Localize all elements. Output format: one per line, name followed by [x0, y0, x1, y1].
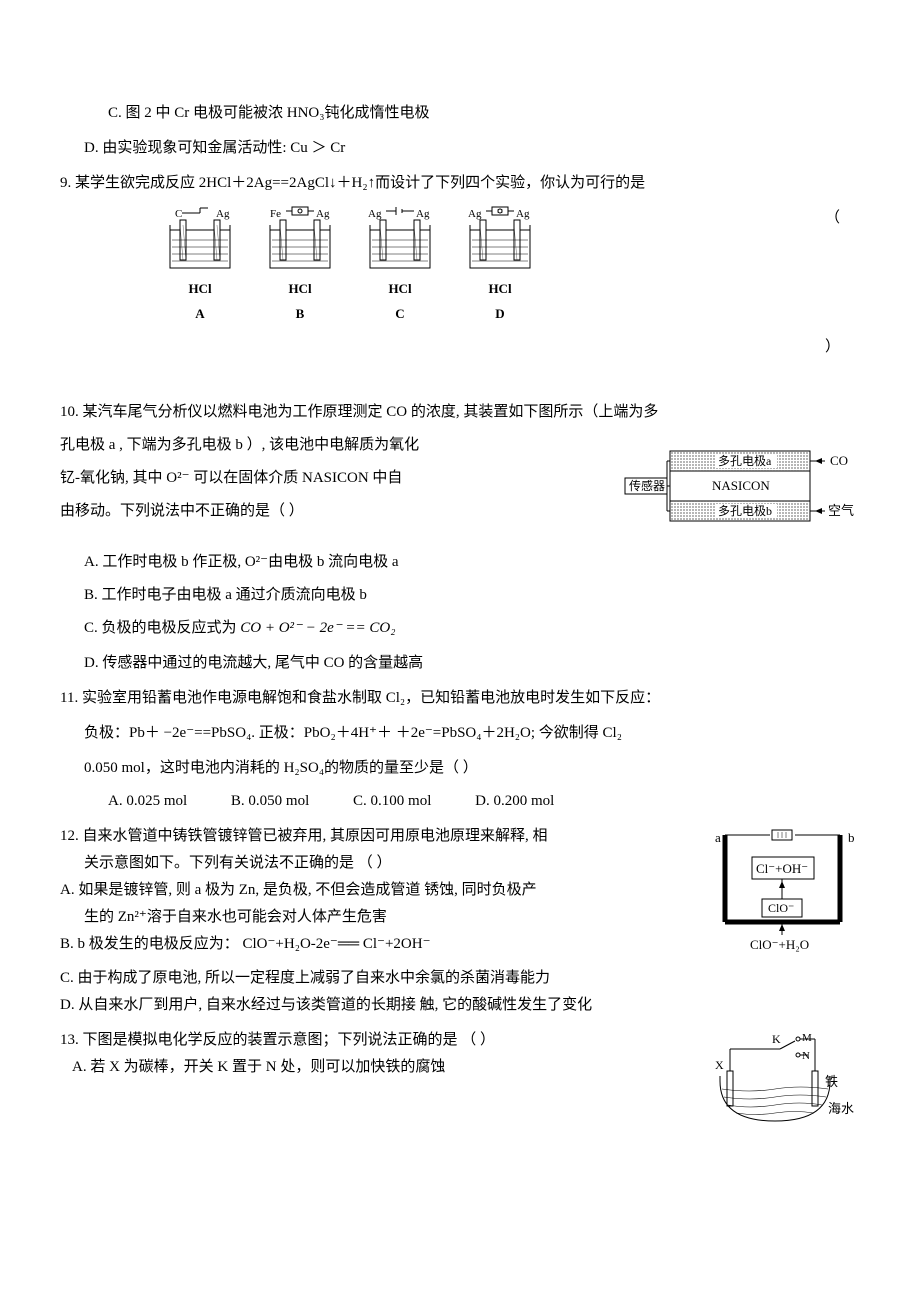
q12-diagram: a b Cl⁻+OH⁻ ClO⁻ ClO⁻+H₂O: [710, 827, 860, 957]
q11-stem3: 0.050 mol，这时电池内消耗的 H₂SO₄的物质的量至少是（ ）: [84, 755, 860, 782]
label-b: b: [848, 830, 855, 845]
option-text: C. 图 2 中 Cr 电极可能被浓 HNO₃钝化成惰性电极: [108, 105, 429, 121]
q11-opt-a: A. 0.025 mol: [108, 788, 187, 815]
label-x: X: [715, 1058, 724, 1072]
label-seawater: 海水: [828, 1101, 854, 1116]
q10-opt-c-pre: C. 负极的电极反应式为: [84, 620, 240, 636]
q9-stem: 9. 某学生欲完成反应 2HCl＋2Ag==2AgCl↓＋H₂↑而设计了下列四个…: [60, 170, 860, 197]
electrode-right-label: Ag: [516, 208, 530, 220]
electrode-right-label: Ag: [216, 208, 230, 220]
q10-opt-d: D. 传感器中通过的电流越大, 尾气中 CO 的含量越高: [84, 650, 860, 677]
q11-opt-d: D. 0.200 mol: [475, 788, 554, 815]
q10-opt-b: B. 工作时电子由电极 a 通过介质流向电极 b: [84, 582, 860, 609]
label-co: CO: [830, 453, 848, 468]
q9-paren-open: （: [825, 205, 840, 232]
q11-stem2: 负极：Pb＋ −2e⁻==PbSO₄. 正极：PbO₂＋4H⁺＋ ＋2e⁻=Pb…: [84, 720, 860, 747]
label-sensor: 传感器: [629, 478, 665, 493]
label-m: M: [802, 1032, 812, 1044]
q8-option-c: C. 图 2 中 Cr 电极可能被浓 HNO₃钝化成惰性电极: [60, 100, 860, 127]
q13-svg: K M N X 铁 海水: [710, 1031, 860, 1141]
q12-svg: a b Cl⁻+OH⁻ ClO⁻ ClO⁻+H₂O: [710, 827, 860, 957]
option-text: D. 由实验现象可知金属活动性: Cu ＞ Cr: [84, 140, 345, 156]
electrode-left-label: Ag: [468, 208, 482, 220]
label-mid: NASICON: [712, 478, 770, 493]
liquid-label: HCl: [488, 277, 511, 300]
beaker-a-svg: C Ag: [160, 205, 240, 275]
q9: 9. 某学生欲完成反应 2HCl＋2Ag==2AgCl↓＋H₂↑而设计了下列四个…: [60, 170, 860, 361]
q12-opt-c: C. 由于构成了原电池, 所以一定程度上减弱了自来水中余氯的杀菌消毒能力: [60, 965, 860, 992]
q11-options: A. 0.025 mol B. 0.050 mol C. 0.100 mol D…: [108, 788, 860, 815]
q13: K M N X 铁 海水 13. 下图是模拟电化学反应的装置示意图；下列说法正确…: [60, 1027, 860, 1149]
beaker-c-svg: Ag Ag: [360, 205, 440, 275]
q9-paren-close: ）: [825, 334, 840, 361]
q10-opt-a: A. 工作时电极 b 作正极, O²⁻由电极 b 流向电极 a: [84, 549, 860, 576]
q11-opt-b: B. 0.050 mol: [231, 788, 309, 815]
q13-diagram: K M N X 铁 海水: [710, 1031, 860, 1141]
liquid-label: HCl: [388, 277, 411, 300]
electrode-right-label: Ag: [416, 208, 430, 220]
beaker-id: A: [195, 302, 204, 325]
q11-stem1: 11. 实验室用铅蓄电池作电源电解饱和食盐水制取 Cl₂，已知铅蓄电池放电时发生…: [60, 685, 860, 712]
label-k: K: [772, 1032, 781, 1046]
liquid-label: HCl: [288, 277, 311, 300]
q9-beakers: C Ag: [160, 205, 825, 326]
beaker-d: Ag Ag: [460, 205, 540, 326]
q12-opt-d: D. 从自来水厂到用户, 自来水经过与该类管道的长期接 触, 它的酸碱性发生了变…: [60, 992, 860, 1019]
q12: a b Cl⁻+OH⁻ ClO⁻ ClO⁻+H₂O 12. 自来水管道中铸铁管镀…: [60, 823, 860, 1019]
label-top: 多孔电极a: [718, 454, 772, 468]
beaker-id: C: [395, 302, 404, 325]
beaker-b-svg: Fe Ag: [260, 205, 340, 275]
beaker-id: D: [495, 302, 504, 325]
electrode-right-label: Ag: [316, 208, 330, 220]
beaker-d-svg: Ag Ag: [460, 205, 540, 275]
q10-diagram: 多孔电极a NASICON 多孔电极b 传感器 CO 空气: [620, 446, 860, 541]
label-ions-top: Cl⁻+OH⁻: [756, 861, 808, 876]
label-fe: 铁: [825, 1074, 838, 1089]
electrode-left-label: Ag: [368, 208, 382, 220]
q10-opt-c-eq: CO + O²⁻ − 2e⁻ == CO₂: [240, 620, 395, 636]
label-ions-mid: ClO⁻: [768, 901, 794, 915]
q11-opt-c: C. 0.100 mol: [353, 788, 431, 815]
beaker-id: B: [296, 302, 305, 325]
q10-opt-c: C. 负极的电极反应式为 CO + O²⁻ − 2e⁻ == CO₂: [84, 615, 860, 642]
beaker-c: Ag Ag HC: [360, 205, 440, 326]
q10: 10. 某汽车尾气分析仪以燃料电池为工作原理测定 CO 的浓度, 其装置如下图所…: [60, 399, 860, 677]
label-a: a: [715, 830, 721, 845]
q8-option-d: D. 由实验现象可知金属活动性: Cu ＞ Cr: [60, 135, 860, 162]
label-air: 空气: [828, 503, 854, 518]
electrode-left-label: Fe: [270, 208, 281, 220]
q9-stem-text: 9. 某学生欲完成反应 2HCl＋2Ag==2AgCl↓＋H₂↑而设计了下列四个…: [60, 175, 645, 191]
label-n: N: [802, 1050, 810, 1062]
electrode-left-label: C: [175, 208, 182, 220]
label-bot: 多孔电极b: [718, 504, 772, 518]
liquid-label: HCl: [188, 277, 211, 300]
q11: 11. 实验室用铅蓄电池作电源电解饱和食盐水制取 Cl₂，已知铅蓄电池放电时发生…: [60, 685, 860, 815]
label-ions-bot: ClO⁻+H₂O: [750, 937, 809, 952]
q10-stem1: 10. 某汽车尾气分析仪以燃料电池为工作原理测定 CO 的浓度, 其装置如下图所…: [60, 399, 860, 426]
nasicon-svg: 多孔电极a NASICON 多孔电极b 传感器 CO 空气: [620, 446, 860, 541]
beaker-b: Fe Ag HC: [260, 205, 340, 326]
beaker-a: C Ag: [160, 205, 240, 326]
